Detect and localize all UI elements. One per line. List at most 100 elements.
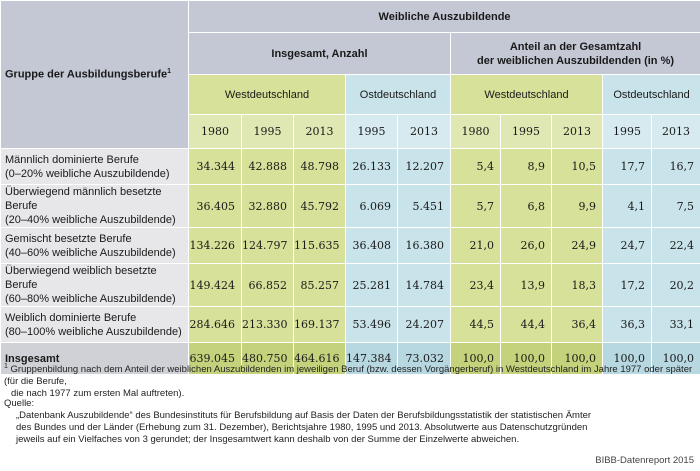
share-header: Anteil an der Gesamtzahl der weiblichen … (449, 32, 700, 75)
value-cell: 134.226 (188, 227, 242, 264)
footnote-sup: 1 (4, 363, 8, 370)
total-cell: 147.384 (345, 342, 398, 375)
east-header-share: Ostdeutschland (601, 74, 700, 115)
row-label-cell: Weiblich dominierte Berufe (80–100% weibl… (0, 306, 189, 343)
value-cell: 36.408 (345, 227, 398, 264)
year-cell: 2013 (397, 114, 451, 149)
table-row: Überwiegend weiblich besetzte Berufe (60–… (0, 263, 700, 307)
value-cell: 36,4 (551, 306, 603, 343)
value-cell: 17,2 (602, 263, 652, 307)
header-row-years: 1980 1995 2013 1995 2013 1980 1995 2013 … (1, 114, 700, 149)
total-cell: 464.616 (293, 342, 346, 375)
year-cell: 2013 (650, 114, 700, 149)
year-cell: 1995 (345, 114, 398, 149)
group-header-label: Gruppe der Ausbildungsberufe (5, 68, 168, 81)
source-line: jeweils auf ein Vielfaches von 3 gerunde… (16, 434, 520, 445)
footnote-line1: 1 Gruppenbildung nach dem Anteil der wei… (4, 361, 696, 388)
value-cell: 13,9 (500, 263, 552, 307)
value-cell: 12.207 (397, 148, 451, 185)
total-row: Insgesamt 639.045 480.750 464.616 147.38… (0, 342, 700, 375)
header-row-sub: Insgesamt, Anzahl Anteil an der Gesamtza… (1, 32, 700, 75)
header-row-region: Westdeutschland Ostdeutschland Westdeuts… (1, 74, 700, 115)
value-cell: 21,0 (450, 227, 501, 264)
value-cell: 22,4 (650, 227, 700, 264)
row-label-line2: (20–40% weibliche Auszubildende) (5, 214, 176, 226)
value-cell: 33,1 (650, 306, 700, 343)
row-label-line2: (60–80% weibliche Auszubildende) (5, 293, 176, 305)
value-cell: 5,4 (450, 148, 501, 185)
value-cell: 53.496 (345, 306, 398, 343)
main-header: Weibliche Auszubildende (187, 0, 700, 33)
value-cell: 149.424 (188, 263, 242, 307)
total-cell: 100,0 (602, 342, 652, 375)
year-cell: 1980 (188, 114, 242, 149)
value-cell: 44,4 (500, 306, 552, 343)
value-cell: 36.405 (188, 184, 242, 228)
value-cell: 6,8 (500, 184, 552, 228)
value-cell: 14.784 (397, 263, 451, 307)
value-cell: 16.380 (397, 227, 451, 264)
footnote-text1: Gruppenbildung nach dem Anteil der weibl… (4, 364, 693, 388)
year-cell: 1995 (241, 114, 294, 149)
data-rows: Männlich dominierte Berufe (0–20% weiblic… (0, 148, 700, 343)
share-header-line1: Anteil an der Gesamtzahl (509, 40, 642, 53)
value-cell: 25.281 (345, 263, 398, 307)
total-cell: 100,0 (450, 342, 501, 375)
value-cell: 24,9 (551, 227, 603, 264)
total-cell: 639.045 (188, 342, 242, 375)
year-cell: 1995 (602, 114, 652, 149)
west-header-share: Westdeutschland (450, 74, 603, 115)
share-header-line2: der weiblichen Auszubildenden (in %) (477, 54, 675, 67)
table-row: Weiblich dominierte Berufe (80–100% weibl… (0, 306, 700, 343)
value-cell: 32.880 (241, 184, 294, 228)
value-cell: 10,5 (551, 148, 603, 185)
source-label: Quelle: (4, 398, 35, 409)
value-cell: 44,5 (450, 306, 501, 343)
value-cell: 5,7 (450, 184, 501, 228)
value-cell: 36,3 (602, 306, 652, 343)
credit: BIBB-Datenreport 2015 (595, 455, 694, 466)
total-cell: 100,0 (500, 342, 552, 375)
value-cell: 213.330 (241, 306, 294, 343)
source-line: des Bundes und der Länder (Erhebung zum … (16, 422, 588, 433)
row-label-line2: (40–60% weibliche Auszubildende) (5, 246, 176, 259)
value-cell: 5.451 (397, 184, 451, 228)
data-table: Gruppe der Ausbildungsberufe1 Weibliche … (0, 0, 700, 375)
table-row: Männlich dominierte Berufe (0–20% weiblic… (0, 148, 700, 185)
year-cell: 1995 (500, 114, 552, 149)
west-header-count: Westdeutschland (188, 74, 346, 115)
total-cell: 100,0 (551, 342, 603, 375)
row-label-line1: Weiblich dominierte Berufe (5, 311, 137, 324)
value-cell: 34.344 (188, 148, 242, 185)
table-row: Gemischt besetzte Berufe (40–60% weiblich… (0, 227, 700, 264)
value-cell: 4,1 (602, 184, 652, 228)
value-cell: 20,2 (650, 263, 700, 307)
row-label-cell: Gemischt besetzte Berufe (40–60% weiblich… (0, 227, 189, 264)
year-cell: 2013 (551, 114, 603, 149)
value-cell: 48.798 (293, 148, 346, 185)
value-cell: 16,7 (650, 148, 700, 185)
source-line: „Datenbank Auszubildende“ des Bundesinst… (16, 410, 592, 421)
total-cell: 73.032 (397, 342, 451, 375)
value-cell: 23,4 (450, 263, 501, 307)
value-cell: 9,9 (551, 184, 603, 228)
source-lines: „Datenbank Auszubildende“ des Bundesinst… (16, 410, 696, 446)
footnote: 1 Gruppenbildung nach dem Anteil der wei… (4, 361, 696, 400)
value-cell: 8,9 (500, 148, 552, 185)
footnote-line2: die nach 1977 zum ersten Mal auftreten). (11, 388, 185, 400)
row-label-line1: Überwiegend männlich besetzte Berufe (5, 186, 162, 212)
year-cell: 1980 (450, 114, 501, 149)
total-label: Insgesamt (0, 342, 189, 375)
value-cell: 66.852 (241, 263, 294, 307)
value-cell: 124.797 (241, 227, 294, 264)
value-cell: 26,0 (500, 227, 552, 264)
value-cell: 7,5 (650, 184, 700, 228)
value-cell: 284.646 (188, 306, 242, 343)
value-cell: 169.137 (293, 306, 346, 343)
row-label-cell: Männlich dominierte Berufe (0–20% weiblic… (0, 148, 189, 185)
group-header-sup: 1 (167, 68, 172, 76)
row-label-line2: (0–20% weibliche Auszubildende) (5, 167, 170, 180)
row-label-cell: Überwiegend männlich besetzte Berufe (20–… (0, 184, 189, 228)
value-cell: 26.133 (345, 148, 398, 185)
